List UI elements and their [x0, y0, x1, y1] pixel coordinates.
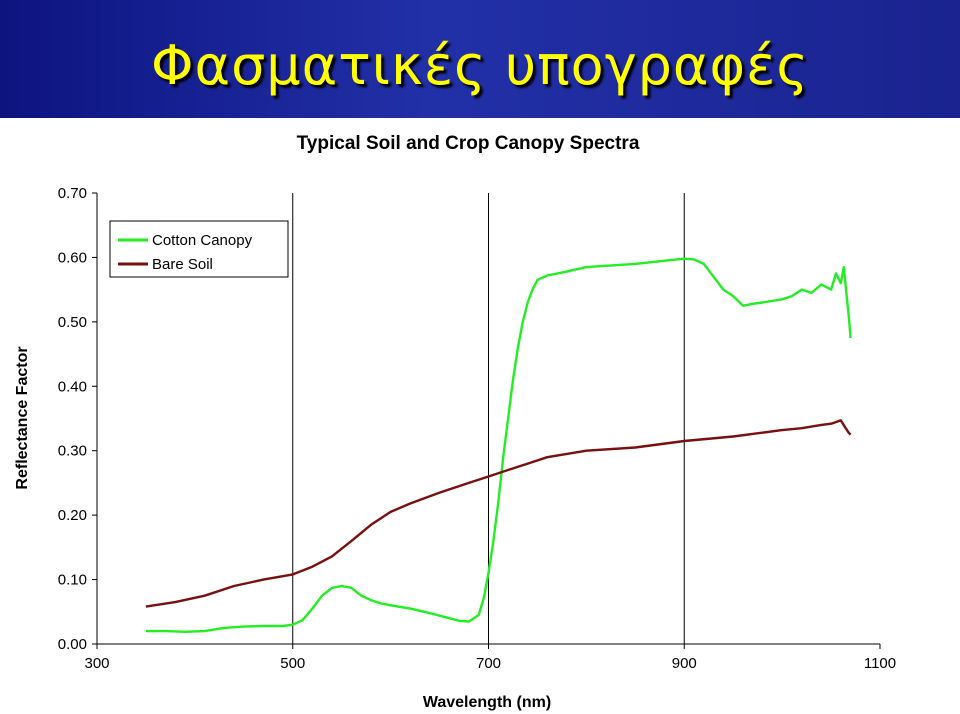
cotton-canopy-line	[145, 257, 852, 633]
x-axis-ticks: 300 500 700 900 1100	[84, 644, 896, 672]
y-tick-label: 0.50	[58, 314, 87, 331]
y-tick-label: 0.30	[58, 443, 87, 460]
x-tick-label: 300	[84, 655, 109, 672]
y-tick-label: 0.60	[58, 249, 87, 266]
y-tick-label: 0.10	[58, 572, 87, 589]
x-tick-label: 500	[280, 655, 305, 672]
x-tick-label: 1100	[864, 655, 896, 672]
legend-label-bare-soil: Bare Soil	[152, 256, 213, 273]
legend: Cotton Canopy Bare Soil	[109, 220, 289, 278]
legend-box	[109, 220, 289, 278]
slide-title: Φασματικές υπογραφές	[150, 34, 810, 97]
y-tick-label: 0.20	[58, 507, 87, 524]
slide-header: Φασματικές υπογραφές	[0, 0, 960, 118]
y-tick-label: 0.00	[58, 636, 87, 653]
y-axis-label: Reflectance Factor	[14, 346, 31, 489]
y-axis-ticks: 0.00 0.10 0.20 0.30 0.40 0.50 0.60 0.70	[58, 185, 97, 653]
plot-lines	[145, 257, 852, 633]
bare-soil-line	[145, 419, 852, 608]
x-axis-label: Wavelength (nm)	[423, 694, 551, 711]
chart-title: Typical Soil and Crop Canopy Spectra	[297, 133, 640, 154]
y-tick-label: 0.70	[58, 185, 87, 202]
x-tick-label: 700	[476, 655, 501, 672]
x-tick-label: 900	[672, 655, 697, 672]
y-tick-label: 0.40	[58, 378, 87, 395]
legend-label-cotton-canopy: Cotton Canopy	[152, 232, 253, 249]
